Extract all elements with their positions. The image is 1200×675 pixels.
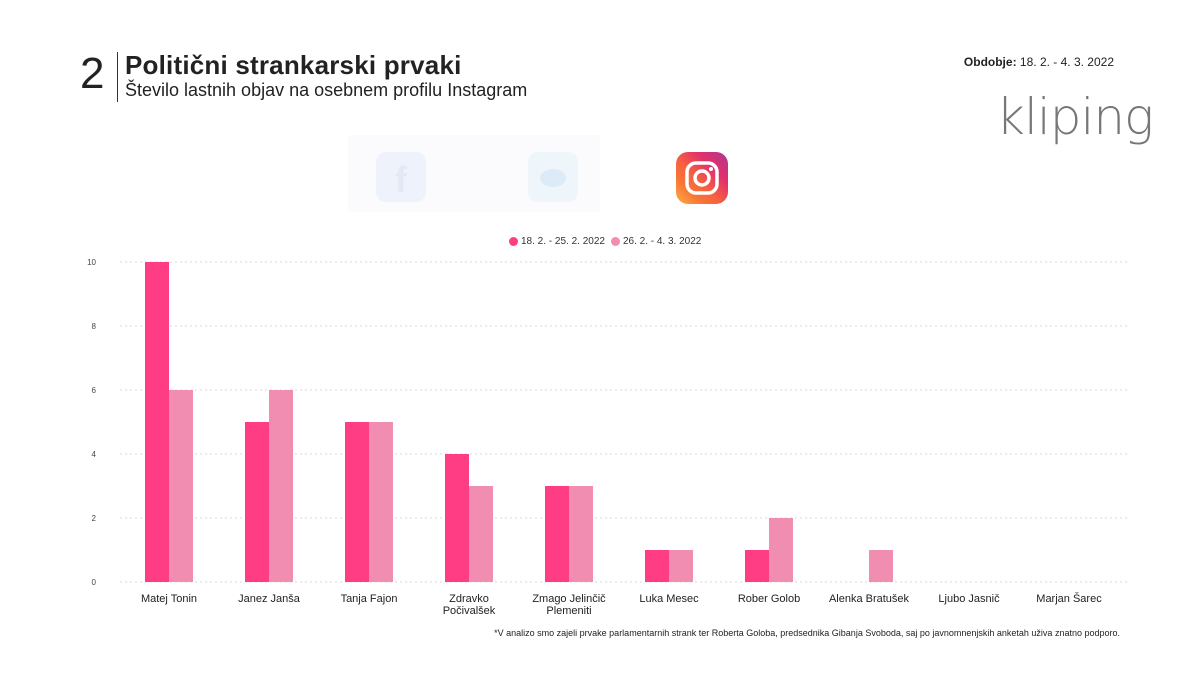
bar-series1: [745, 550, 769, 582]
x-tick-label: Zmago Jelinčič: [532, 593, 606, 605]
page-title: Politični strankarski prvaki: [125, 50, 462, 80]
twitter-icon[interactable]: [528, 152, 578, 202]
bar-series1: [345, 422, 369, 582]
bar-series2: [369, 422, 393, 582]
x-tick-label: Rober Golob: [738, 593, 800, 605]
y-tick-label: 2: [92, 514, 97, 523]
bar-series2: [769, 518, 793, 582]
legend-item-series1[interactable]: 18. 2. - 25. 2. 2022: [509, 236, 605, 247]
y-tick-label: 0: [92, 578, 97, 587]
y-tick-label: 4: [92, 450, 97, 459]
bar-series2: [469, 486, 493, 582]
x-tick-label: Matej Tonin: [141, 593, 197, 605]
legend-dot-series2: [610, 237, 620, 246]
bar-series2: [869, 550, 893, 582]
x-tick-label: Janez Janša: [238, 593, 301, 605]
facebook-icon[interactable]: f: [376, 152, 426, 202]
bar-series1: [245, 422, 269, 582]
period-value: 18. 2. - 4. 3. 2022: [1019, 55, 1114, 69]
bar-series2: [669, 550, 693, 582]
legend-label-series2: 26. 2. - 4. 3. 2022: [622, 236, 702, 247]
legend-label-series1: 18. 2. - 25. 2. 2022: [521, 236, 605, 247]
y-tick-label: 6: [92, 386, 97, 395]
period-info: Obdobje: 18. 2. - 4. 3. 2022: [964, 55, 1114, 69]
bar-series1: [645, 550, 669, 582]
svg-text:f: f: [395, 159, 408, 200]
x-tick-label: Alenka Bratušek: [829, 593, 910, 605]
y-tick-label: 8: [92, 322, 97, 331]
period-label: Obdobje:: [963, 55, 1017, 69]
bar-series1: [445, 454, 469, 582]
instagram-icon[interactable]: [676, 152, 728, 204]
x-tick-label: Marjan Šarec: [1036, 592, 1102, 605]
legend-item-series2[interactable]: 26. 2. - 4. 3. 2022: [610, 236, 702, 247]
x-tick-label: Počivalšek: [443, 605, 496, 617]
bar-series1: [545, 486, 569, 582]
x-tick-label: Luka Mesec: [639, 593, 699, 605]
x-tick-label: Plemeniti: [546, 605, 591, 617]
bar-series2: [269, 390, 293, 582]
bar-series2: [569, 486, 593, 582]
x-tick-label: Tanja Fajon: [341, 593, 398, 605]
x-tick-label: Zdravko: [449, 593, 489, 605]
title-divider: [117, 52, 118, 102]
page-subtitle: Število lastnih objav na osebnem profilu…: [125, 80, 528, 100]
y-tick-label: 10: [87, 258, 96, 267]
bar-series1: [145, 262, 169, 582]
legend-dot-series1: [509, 237, 518, 246]
footnote: *V analizo smo zajeli prvake parlamentar…: [494, 628, 1120, 638]
bar-series2: [169, 390, 193, 582]
page-number: 2: [80, 49, 105, 98]
kliping-logo: kliping: [996, 88, 1154, 146]
chart-legend: 18. 2. - 25. 2. 2022 26. 2. - 4. 3. 2022: [509, 236, 707, 247]
x-tick-label: Ljubo Jasnič: [938, 593, 1000, 605]
